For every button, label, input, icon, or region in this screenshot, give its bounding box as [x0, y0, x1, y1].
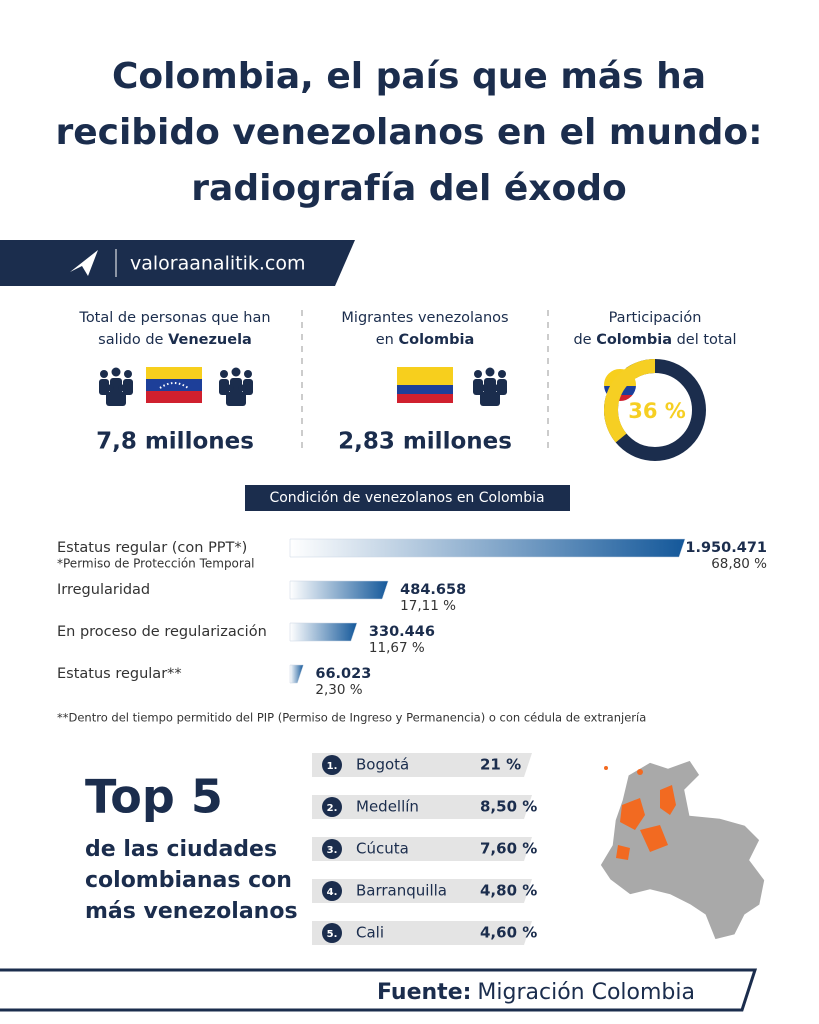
city-row-bg — [312, 921, 532, 945]
city-name: Barranquilla — [356, 882, 447, 900]
condition-label: En proceso de regularización — [57, 624, 267, 640]
brand-band — [0, 240, 355, 286]
stat-value: 2,83 millones — [338, 429, 512, 455]
people-icon — [99, 367, 133, 406]
section-title: Condición de venezolanos en Colombia — [269, 490, 544, 506]
bar-value: 484.658 — [400, 582, 466, 598]
stat-label: de Colombia del total — [573, 332, 736, 348]
people-icon — [219, 367, 253, 406]
condition-note: *Permiso de Protección Temporal — [57, 557, 255, 571]
donut-label: 36 % — [628, 399, 686, 423]
stat-label: Migrantes venezolanos — [341, 310, 508, 326]
city-name: Bogotá — [356, 756, 409, 774]
stat-label-part: Colombia — [398, 332, 474, 348]
donut-arc — [604, 359, 656, 443]
stat-label-part: salido de — [98, 332, 168, 348]
bar — [289, 664, 304, 684]
venezuela-flag — [146, 367, 202, 403]
stat-label: en Colombia — [376, 332, 475, 348]
rank-badge — [322, 839, 342, 859]
section-header — [245, 485, 570, 511]
city-rank: 3. — [327, 845, 338, 856]
bar-value: 330.446 — [369, 624, 435, 640]
map — [599, 759, 766, 941]
rank-badge — [322, 881, 342, 901]
brand-logo — [70, 250, 98, 276]
bar-value: 66.023 — [315, 666, 371, 682]
bar-percent: 2,30 % — [315, 682, 362, 698]
stat-label-part: del total — [672, 332, 737, 348]
stat-label-part: Venezuela — [168, 332, 252, 348]
city-share: 21 % — [480, 756, 521, 774]
top-subtitle: de las ciudades — [85, 837, 277, 862]
rank-badge — [322, 797, 342, 817]
title-line: recibido venezolanos en el mundo: — [55, 112, 762, 153]
stat-label-part: en — [376, 332, 399, 348]
city-share: 4,80 % — [480, 882, 537, 900]
stat-label: Participación — [609, 310, 702, 326]
top-subtitle: colombianas con — [85, 868, 292, 893]
title-line: radiografía del éxodo — [191, 168, 626, 209]
top-title: Top 5 — [85, 770, 223, 824]
rank-badge — [322, 923, 342, 943]
source: Fuente: Migración Colombia — [377, 980, 695, 1005]
colombia-flag — [397, 367, 453, 403]
city-rank: 4. — [327, 887, 338, 898]
bar-percent: 11,67 % — [369, 640, 425, 656]
stat-label-part: Participación — [609, 310, 702, 326]
people-icon — [473, 367, 507, 406]
title-line: Colombia, el país que más ha — [112, 56, 706, 97]
bar — [289, 538, 686, 558]
top-subtitle: más venezolanos — [85, 899, 298, 924]
city-row-bg — [312, 879, 532, 903]
bar-percent: 17,11 % — [400, 598, 456, 614]
footnote: **Dentro del tiempo permitido del PIP (P… — [57, 711, 646, 725]
city-rank: 2. — [327, 803, 338, 814]
rank-badge — [322, 755, 342, 775]
stat-label-part: Total de personas que han — [78, 310, 270, 326]
city-name: Cúcuta — [356, 840, 409, 858]
city-row-bg — [312, 837, 532, 861]
city-row-bg — [312, 753, 532, 777]
stat-label-part: Migrantes venezolanos — [341, 310, 508, 326]
city-name: Cali — [356, 924, 384, 942]
stat-value: 7,8 millones — [96, 429, 254, 455]
footer-frame — [0, 968, 758, 1012]
bar — [289, 580, 389, 600]
city-share: 4,60 % — [480, 924, 537, 942]
bar-value: 1.950.471 — [685, 540, 767, 556]
stat-label-part: de — [573, 332, 596, 348]
stat-label-part: Colombia — [596, 332, 672, 348]
condition-label: Estatus regular** — [57, 666, 182, 682]
source-text: Migración Colombia — [477, 980, 695, 1005]
city-name: Medellín — [356, 798, 419, 816]
stat-label: Total de personas que han — [78, 310, 270, 326]
city-share: 7,60 % — [480, 840, 537, 858]
brand: valoraanalitik.com — [130, 253, 305, 275]
city-share: 8,50 % — [480, 798, 537, 816]
bar-percent: 68,80 % — [711, 556, 767, 572]
bar — [289, 622, 358, 642]
city-rank: 1. — [327, 761, 338, 772]
stat-label: salido de Venezuela — [98, 332, 252, 348]
city-rank: 5. — [327, 929, 338, 940]
condition-label: Estatus regular (con PPT*) — [57, 540, 247, 556]
city-row-bg — [312, 795, 532, 819]
condition-label: Irregularidad — [57, 582, 150, 598]
source-label: Fuente: — [377, 980, 471, 1005]
